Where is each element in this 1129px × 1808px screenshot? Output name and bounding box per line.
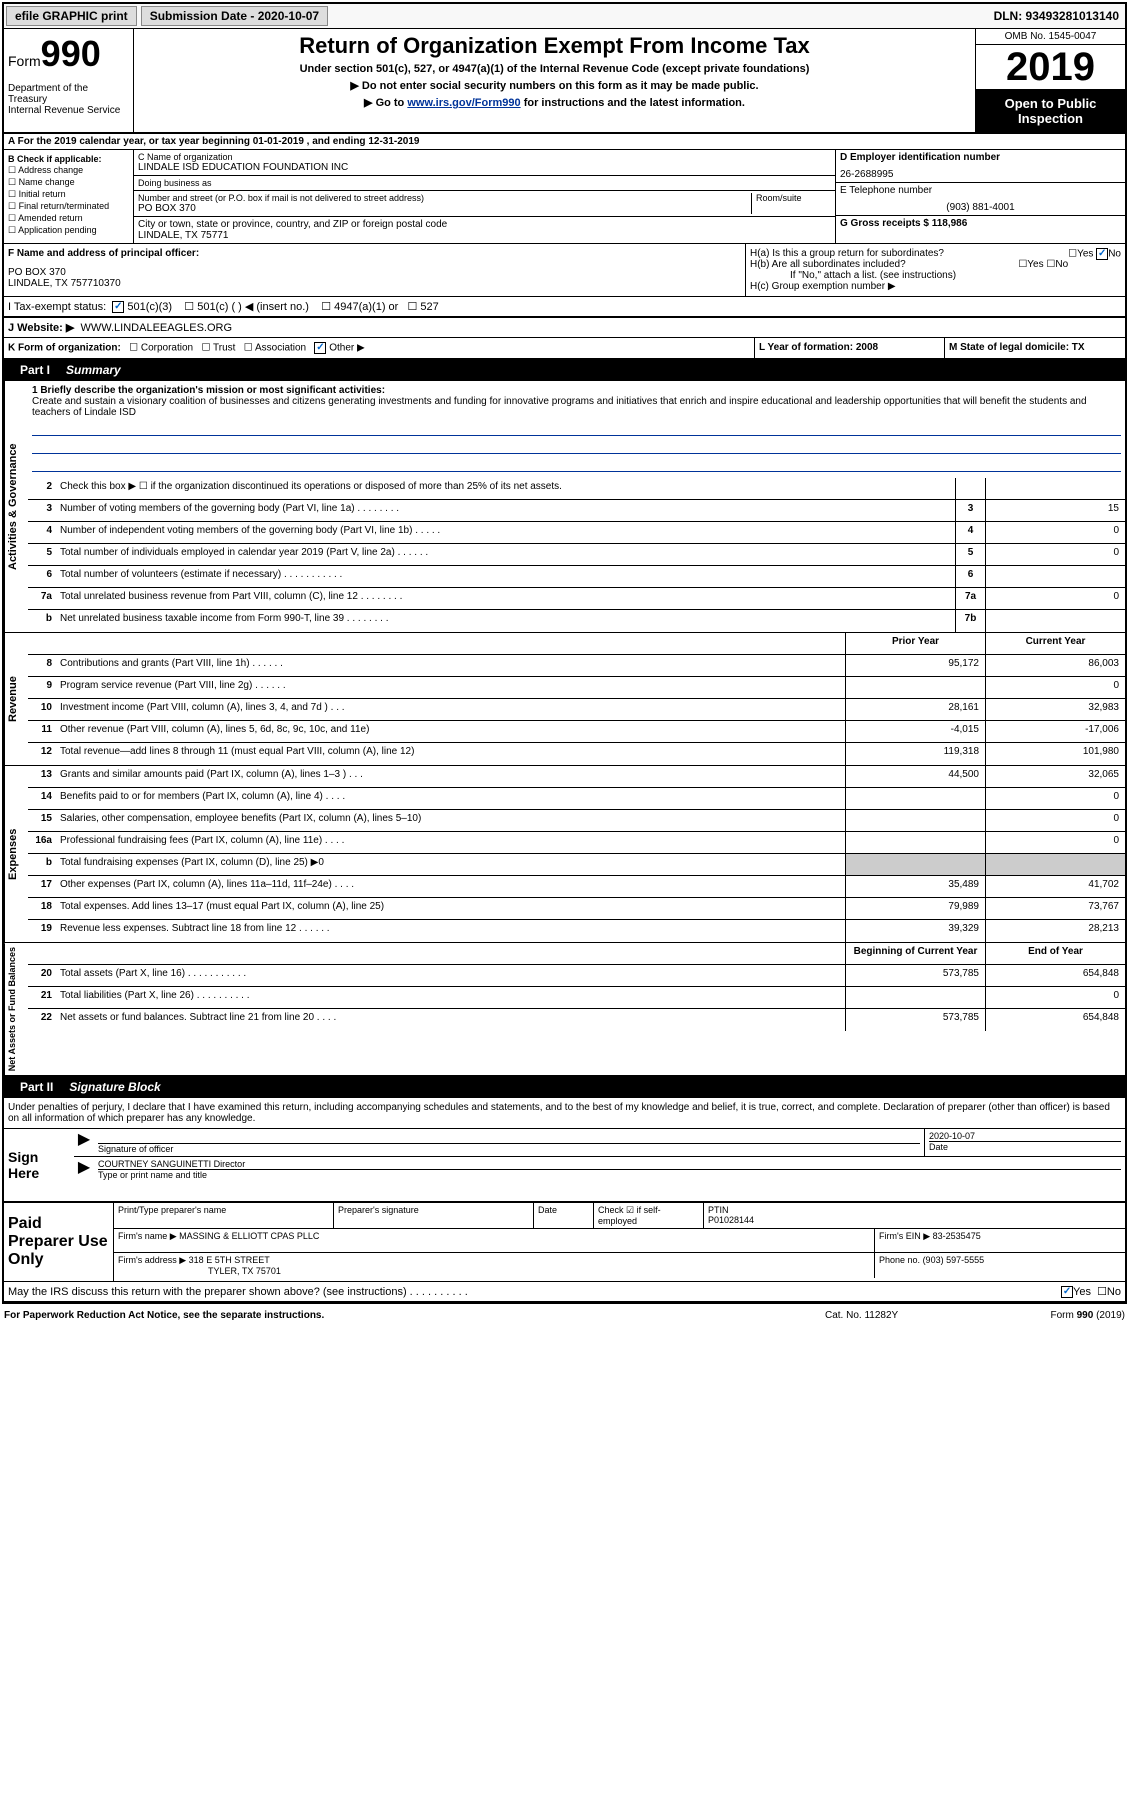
part2-header: Part II Signature Block xyxy=(4,1076,1125,1098)
expense-row: 14Benefits paid to or for members (Part … xyxy=(28,788,1125,810)
section-j: J Website: ▶ WWW.LINDALEEAGLES.ORG xyxy=(4,318,1125,338)
form-label: Form xyxy=(8,53,41,69)
gov-row: bNet unrelated business taxable income f… xyxy=(28,610,1125,632)
chk-application-pending[interactable]: ☐ Application pending xyxy=(8,225,129,236)
gov-row: 4Number of independent voting members of… xyxy=(28,522,1125,544)
revenue-row: 10Investment income (Part VIII, column (… xyxy=(28,699,1125,721)
part1-header: Part I Summary xyxy=(4,359,1125,381)
gov-row: 3Number of voting members of the governi… xyxy=(28,500,1125,522)
city-cell: City or town, state or province, country… xyxy=(134,217,835,243)
sig-declaration: Under penalties of perjury, I declare th… xyxy=(4,1098,1125,1129)
address-cell: Number and street (or P.O. box if mail i… xyxy=(134,191,835,217)
gov-row: 2Check this box ▶ ☐ if the organization … xyxy=(28,478,1125,500)
phone-cell: E Telephone number (903) 881-4001 xyxy=(836,183,1125,216)
arrow-icon: ▶ xyxy=(74,1129,94,1156)
org-name-cell: C Name of organization LINDALE ISD EDUCA… xyxy=(134,150,835,176)
form-header: Form990 Department of the Treasury Inter… xyxy=(4,29,1125,134)
expense-row: bTotal fundraising expenses (Part IX, co… xyxy=(28,854,1125,876)
tab-revenue: Revenue xyxy=(4,633,28,765)
gov-row: 7aTotal unrelated business revenue from … xyxy=(28,588,1125,610)
dln-label: DLN: 93493281013140 xyxy=(994,9,1123,23)
form-number: 990 xyxy=(41,33,101,74)
note-link: ▶ Go to www.irs.gov/Form990 for instruct… xyxy=(142,96,967,109)
section-b: B Check if applicable: ☐ Address change … xyxy=(4,150,134,243)
current-year-header: Current Year xyxy=(985,633,1125,654)
revenue-row: 9Program service revenue (Part VIII, lin… xyxy=(28,677,1125,699)
chk-501c3[interactable] xyxy=(112,301,124,313)
officer-name-label: Type or print name and title xyxy=(98,1169,1121,1180)
tax-year: 2019 xyxy=(976,45,1125,90)
sig-date-label: Date xyxy=(929,1141,1121,1152)
chk-name-change[interactable]: ☐ Name change xyxy=(8,177,129,188)
omb-number: OMB No. 1545-0047 xyxy=(976,29,1125,45)
page-footer: For Paperwork Reduction Act Notice, see … xyxy=(0,1306,1129,1325)
sig-date-value: 2020-10-07 xyxy=(929,1131,1121,1141)
officer-name: COURTNEY SANGUINETTI Director xyxy=(98,1159,1121,1169)
section-l: L Year of formation: 2008 xyxy=(755,338,945,358)
dba-cell: Doing business as xyxy=(134,176,835,191)
tab-expenses: Expenses xyxy=(4,766,28,942)
section-k: K Form of organization: ☐ Corporation ☐ … xyxy=(4,338,755,358)
expense-row: 16aProfessional fundraising fees (Part I… xyxy=(28,832,1125,854)
expense-row: 13Grants and similar amounts paid (Part … xyxy=(28,766,1125,788)
netassets-row: 21Total liabilities (Part X, line 26) . … xyxy=(28,987,1125,1009)
tab-governance: Activities & Governance xyxy=(4,381,28,632)
note-ssn: ▶ Do not enter social security numbers o… xyxy=(142,79,967,92)
gov-row: 6Total number of volunteers (estimate if… xyxy=(28,566,1125,588)
section-i: I Tax-exempt status: 501(c)(3) ☐ 501(c) … xyxy=(4,297,1125,317)
arrow-icon: ▶ xyxy=(74,1157,94,1185)
expense-row: 18Total expenses. Add lines 13–17 (must … xyxy=(28,898,1125,920)
line-a: A For the 2019 calendar year, or tax yea… xyxy=(4,134,1125,150)
netassets-row: 22Net assets or fund balances. Subtract … xyxy=(28,1009,1125,1031)
revenue-row: 11Other revenue (Part VIII, column (A), … xyxy=(28,721,1125,743)
chk-amended-return[interactable]: ☐ Amended return xyxy=(8,213,129,224)
prior-year-header: Prior Year xyxy=(845,633,985,654)
sign-here-label: Sign Here xyxy=(4,1129,74,1201)
dept-label: Department of the Treasury Internal Reve… xyxy=(8,83,129,116)
section-m: M State of legal domicile: TX xyxy=(945,338,1125,358)
chk-final-return[interactable]: ☐ Final return/terminated xyxy=(8,201,129,212)
expense-row: 19Revenue less expenses. Subtract line 1… xyxy=(28,920,1125,942)
netassets-row: 20Total assets (Part X, line 16) . . . .… xyxy=(28,965,1125,987)
efile-button[interactable]: efile GRAPHIC print xyxy=(6,6,137,26)
form-title: Return of Organization Exempt From Incom… xyxy=(142,33,967,59)
revenue-row: 8Contributions and grants (Part VIII, li… xyxy=(28,655,1125,677)
expense-row: 17Other expenses (Part IX, column (A), l… xyxy=(28,876,1125,898)
gross-receipts-cell: G Gross receipts $ 118,986 xyxy=(836,216,1125,231)
gov-row: 5Total number of individuals employed in… xyxy=(28,544,1125,566)
form-subtitle: Under section 501(c), 527, or 4947(a)(1)… xyxy=(142,63,967,75)
sig-officer-label: Signature of officer xyxy=(98,1143,920,1154)
chk-other[interactable] xyxy=(314,342,326,354)
open-public-badge: Open to Public Inspection xyxy=(976,90,1125,132)
mission-block: 1 Briefly describe the organization's mi… xyxy=(28,381,1125,478)
ein-cell: D Employer identification number 26-2688… xyxy=(836,150,1125,183)
section-f: F Name and address of principal officer:… xyxy=(4,244,745,296)
chk-discuss-yes[interactable] xyxy=(1061,1286,1073,1298)
revenue-row: 12Total revenue—add lines 8 through 11 (… xyxy=(28,743,1125,765)
section-h: H(a) Is this a group return for subordin… xyxy=(745,244,1125,296)
expense-row: 15Salaries, other compensation, employee… xyxy=(28,810,1125,832)
paid-preparer-label: Paid Preparer Use Only xyxy=(4,1203,114,1281)
discuss-row: May the IRS discuss this return with the… xyxy=(4,1282,1125,1302)
submission-date: Submission Date - 2020-10-07 xyxy=(141,6,328,26)
tab-netassets: Net Assets or Fund Balances xyxy=(4,943,28,1075)
top-toolbar: efile GRAPHIC print Submission Date - 20… xyxy=(4,4,1125,29)
end-year-header: End of Year xyxy=(985,943,1125,964)
begin-year-header: Beginning of Current Year xyxy=(845,943,985,964)
irs-link[interactable]: www.irs.gov/Form990 xyxy=(407,97,520,109)
chk-address-change[interactable]: ☐ Address change xyxy=(8,165,129,176)
chk-initial-return[interactable]: ☐ Initial return xyxy=(8,189,129,200)
